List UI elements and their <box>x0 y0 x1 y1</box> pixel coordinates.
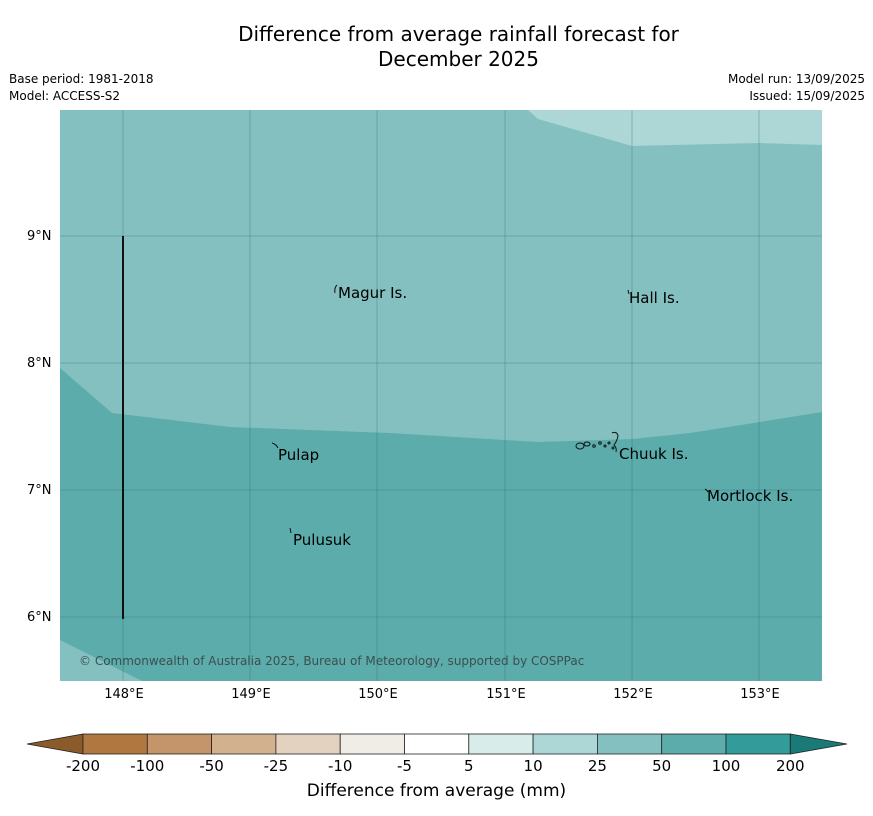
place-mortlock: Mortlock Is. <box>707 487 794 505</box>
issued-date: Issued: 15/09/2025 <box>749 89 865 103</box>
colorbar-segment-9 <box>661 733 727 755</box>
place-pulap: Pulap <box>278 446 320 464</box>
mortlock-island-shape <box>704 488 709 493</box>
pulap-island-shape <box>271 442 279 449</box>
colorbar-tick-label: 10 <box>523 757 543 775</box>
meta-right: Model run: 13/09/2025 Issued: 15/09/2025 <box>728 71 865 105</box>
model-run: Model run: 13/09/2025 <box>727 72 865 86</box>
place-hall: Hall Is. <box>629 289 680 307</box>
colorbar-title: Difference from average (mm) <box>306 781 567 801</box>
anomaly-mid-corner <box>60 640 142 681</box>
lat-label-6n: 6°N <box>27 610 52 625</box>
lon-label-153e: 153°E <box>740 687 780 702</box>
colorbar-tick-label: 25 <box>587 757 607 775</box>
colorbar-tick-label: -25 <box>263 757 289 775</box>
lat-label-8n: 8°N <box>27 356 52 371</box>
colorbar-segment-8 <box>597 733 663 755</box>
lon-label-148e: 148°E <box>104 687 144 702</box>
colorbar-segment-4 <box>339 733 405 755</box>
pulusuk-island-shape <box>289 527 292 534</box>
colorbar-segment-3 <box>275 733 341 755</box>
model-name: Model: ACCESS-S2 <box>9 89 121 103</box>
lat-label-7n: 7°N <box>27 483 52 498</box>
colorbar-tick-label: -50 <box>199 757 224 775</box>
colorbar-segment-7 <box>532 733 598 755</box>
chuuk-islands-shape <box>575 431 619 453</box>
lon-label-149e: 149°E <box>231 687 271 702</box>
title-line-2: December 2025 <box>378 47 539 71</box>
copyright-notice: © Commonwealth of Australia 2025, Bureau… <box>79 654 585 668</box>
anomaly-light-region <box>528 110 822 146</box>
colorbar-segment-0 <box>82 733 148 755</box>
colorbar <box>26 733 848 755</box>
colorbar-tick-label: -10 <box>327 757 353 775</box>
colorbar-tick-label: 5 <box>464 757 474 775</box>
colorbar-tick-label: -5 <box>397 757 412 775</box>
island-outlines <box>271 284 709 534</box>
map-title: Difference from average rainfall forecas… <box>0 22 873 72</box>
colorbar-tick-label: -200 <box>65 757 101 775</box>
anomaly-mid-region <box>60 110 822 442</box>
colorbar-segment-5 <box>404 733 470 755</box>
lat-label-9n: 9°N <box>27 229 52 244</box>
colorbar-tick-label: 100 <box>711 757 741 775</box>
colorbar-tick-label: 50 <box>652 757 672 775</box>
place-magur: Magur Is. <box>338 284 408 302</box>
title-line-1: Difference from average rainfall forecas… <box>238 22 679 46</box>
colorbar-segment-10 <box>725 733 791 755</box>
meta-left: Base period: 1981-2018 Model: ACCESS-S2 <box>9 71 154 105</box>
colorbar-segment-6 <box>468 733 534 755</box>
lon-label-152e: 152°E <box>613 687 653 702</box>
map-area[interactable] <box>60 110 822 681</box>
map-svg <box>60 110 822 681</box>
colorbar-tick-label: 200 <box>775 757 805 775</box>
colorbar-segment-2 <box>211 733 277 755</box>
place-chuuk: Chuuk Is. <box>619 445 689 463</box>
lon-label-151e: 151°E <box>486 687 526 702</box>
colorbar-segment-1 <box>146 733 213 755</box>
lon-label-150e: 150°E <box>358 687 398 702</box>
base-period: Base period: 1981-2018 <box>9 72 154 86</box>
place-pulusuk: Pulusuk <box>293 531 351 549</box>
magur-island-shape <box>334 284 338 294</box>
colorbar-extend-high <box>789 733 848 755</box>
grid-lines <box>60 110 822 681</box>
colorbar-tick-label: -100 <box>130 757 165 775</box>
colorbar-extend-low <box>26 733 84 755</box>
hall-island-shape <box>627 289 630 295</box>
